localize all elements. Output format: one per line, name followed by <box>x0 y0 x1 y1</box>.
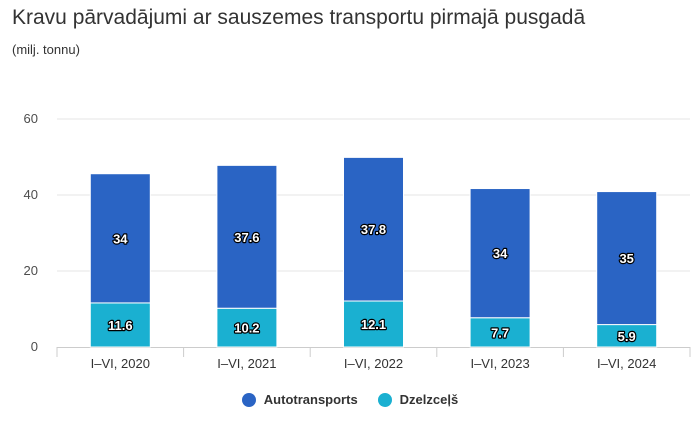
x-tick-label: I–VI, 2022 <box>344 356 403 371</box>
bar-segment <box>89 302 151 348</box>
x-tick-label: I–VI, 2023 <box>470 356 529 371</box>
bar-segment <box>216 164 278 309</box>
data-label: 35 <box>619 251 633 266</box>
x-tick-label: I–VI, 2024 <box>597 356 656 371</box>
data-label: 11.6 <box>108 318 133 333</box>
legend-label-dzelzcels: Dzelzceļš <box>399 392 459 407</box>
legend-label-autotransports: Autotransports <box>263 392 358 407</box>
data-label: 34 <box>493 246 508 261</box>
legend-item-dzelzcels[interactable]: Dzelzceļš <box>377 392 459 407</box>
chart-title: Kravu pārvadājumi ar sauszemes transport… <box>12 6 586 29</box>
chart-subtitle: (milj. tonnu) <box>12 42 80 57</box>
data-label: 10.2 <box>234 321 259 336</box>
bar-segment <box>596 191 658 326</box>
data-label: 37.6 <box>234 230 259 245</box>
bar-segment <box>343 300 404 348</box>
bar-segment <box>89 173 151 304</box>
data-label: 34 <box>113 231 128 246</box>
y-tick-label: 40 <box>24 187 38 202</box>
data-label: 7.7 <box>491 325 509 340</box>
data-label: 12.1 <box>361 317 386 332</box>
bar-segment <box>343 156 404 302</box>
x-tick-label: I–VI, 2020 <box>91 356 150 371</box>
x-tick-label: I–VI, 2021 <box>217 356 276 371</box>
bar-segment <box>216 307 278 348</box>
bar-segment <box>469 188 531 319</box>
legend: Autotransports Dzelzceļš <box>0 392 700 407</box>
data-label: 37.8 <box>361 222 386 237</box>
y-tick-label: 0 <box>31 339 38 354</box>
legend-marker-dzelzcels <box>377 392 392 407</box>
y-tick-label: 60 <box>24 111 38 126</box>
data-label: 5.9 <box>618 329 636 344</box>
legend-marker-autotransports <box>241 392 256 407</box>
bar-segment <box>469 317 531 348</box>
y-tick-label: 20 <box>24 263 38 278</box>
legend-item-autotransports[interactable]: Autotransports <box>241 392 358 407</box>
